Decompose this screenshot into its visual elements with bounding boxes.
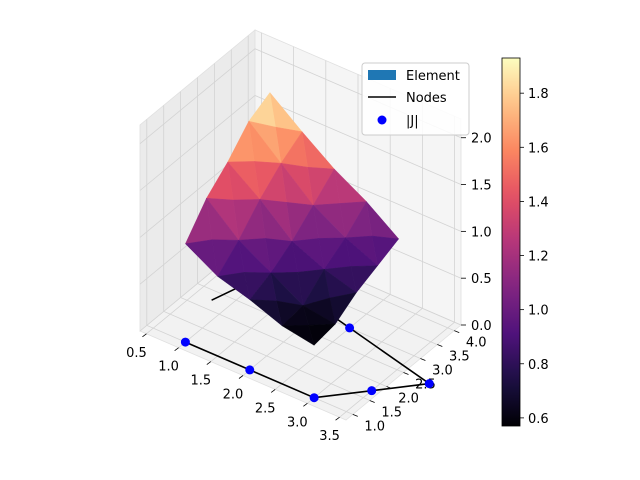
x-tick-label: 2.5 bbox=[255, 401, 276, 416]
z-tick-label: 1.5 bbox=[471, 179, 492, 194]
x-tick-mark bbox=[303, 402, 308, 407]
legend-jacobian-swatch bbox=[377, 115, 387, 125]
legend-jacobian-label: |J| bbox=[406, 114, 419, 129]
colorbar-tick-label: 1.8 bbox=[528, 87, 549, 102]
jacobian-point bbox=[345, 323, 355, 333]
z-tick-label: 1.0 bbox=[471, 225, 492, 240]
x-tick-label: 2.0 bbox=[223, 388, 244, 403]
x-tick-mark bbox=[174, 347, 179, 352]
x-tick-label: 1.5 bbox=[190, 374, 211, 389]
colorbar-tick-label: 1.4 bbox=[528, 195, 549, 210]
z-tick-label: 0.0 bbox=[471, 319, 492, 334]
x-tick-label: 3.0 bbox=[287, 415, 308, 430]
jacobian-point bbox=[180, 337, 190, 347]
x-tick-mark bbox=[238, 375, 244, 379]
jacobian-point bbox=[367, 386, 377, 396]
x-tick-mark bbox=[270, 389, 276, 393]
y-tick-label: 3.5 bbox=[449, 350, 470, 365]
colorbar-tick-label: 0.6 bbox=[528, 412, 549, 427]
x-tick-mark bbox=[335, 416, 340, 421]
grid-line-z bbox=[139, 95, 462, 191]
x-tick-label: 3.5 bbox=[319, 429, 340, 444]
y-tick-mark bbox=[352, 414, 358, 417]
y-tick-label: 2.0 bbox=[398, 391, 419, 406]
y-tick-mark bbox=[369, 400, 375, 403]
surface-facet bbox=[184, 239, 218, 277]
legend-box bbox=[361, 62, 470, 136]
y-tick-label: 1.0 bbox=[364, 419, 385, 434]
colorbar-tick-label: 1.2 bbox=[528, 250, 549, 265]
y-tick-mark bbox=[403, 372, 409, 375]
legend-nodes-label: Nodes bbox=[406, 91, 447, 106]
legend-element-swatch bbox=[368, 70, 396, 80]
y-tick-mark bbox=[437, 344, 443, 347]
y-tick-label: 3.0 bbox=[432, 364, 453, 379]
surface-facet bbox=[281, 324, 315, 346]
colorbar-tick-label: 0.8 bbox=[528, 358, 549, 373]
x-tick-label: 0.5 bbox=[126, 346, 147, 361]
x-tick-mark bbox=[206, 361, 212, 365]
colorbar-gradient bbox=[501, 57, 521, 427]
colorbar-tick-label: 1.6 bbox=[528, 141, 549, 156]
y-tick-label: 1.5 bbox=[381, 405, 402, 420]
z-tick-label: 0.5 bbox=[471, 272, 492, 287]
x-tick-mark bbox=[142, 333, 147, 338]
legend: Element Nodes |J| bbox=[361, 62, 470, 136]
jacobian-point bbox=[309, 393, 319, 403]
jacobian-point bbox=[424, 379, 434, 389]
legend-element-label: Element bbox=[406, 69, 460, 84]
y-tick-label: 4.0 bbox=[466, 336, 487, 351]
colorbar: 0.6 0.8 1.0 1.2 1.4 1.6 1.8 bbox=[501, 57, 549, 427]
x-tick-label: 1.0 bbox=[158, 360, 179, 375]
surface-facet bbox=[217, 272, 251, 301]
axes-ticks: 0.51.01.52.02.53.03.51.01.52.02.53.03.54… bbox=[126, 132, 492, 444]
y-tick-mark bbox=[420, 358, 426, 361]
surface-facet bbox=[249, 299, 283, 327]
jacobian-surface bbox=[184, 91, 400, 346]
colorbar-tick-label: 1.0 bbox=[528, 304, 549, 319]
y-tick-mark bbox=[454, 330, 460, 333]
jacobian-point bbox=[245, 365, 255, 375]
z-tick-label: 2.0 bbox=[471, 132, 492, 147]
